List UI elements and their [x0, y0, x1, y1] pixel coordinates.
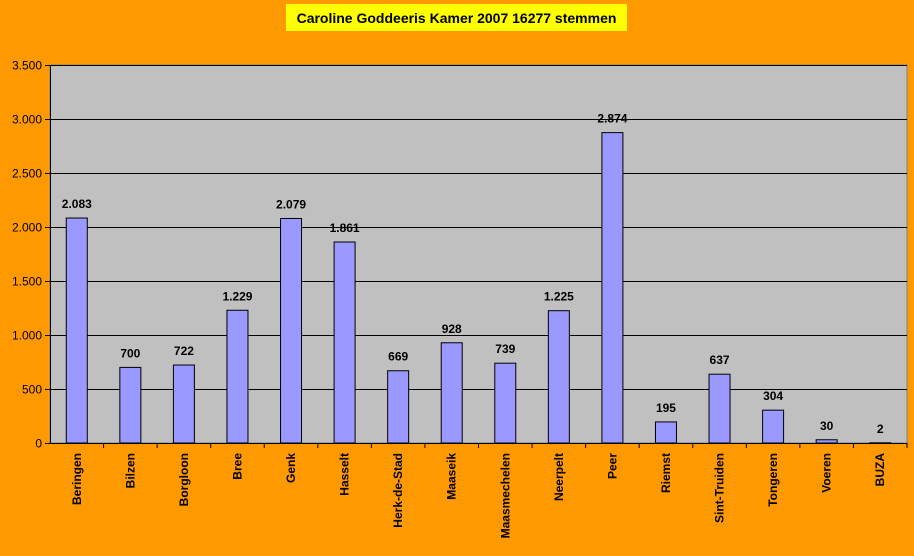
x-tick-label: Tongeren — [766, 453, 780, 507]
bar — [815, 439, 838, 444]
data-label: 928 — [442, 322, 462, 336]
x-tick-label: Herk-de-Stad — [391, 453, 405, 528]
data-label: 2 — [877, 422, 884, 436]
data-label: 637 — [710, 353, 730, 367]
data-label: 2.083 — [62, 197, 92, 211]
bar — [762, 409, 785, 444]
data-label: 304 — [763, 389, 783, 403]
y-tick-label: 500 — [22, 383, 42, 397]
x-tick-label: Bilzen — [123, 453, 137, 488]
x-tick-label: Voeren — [820, 453, 834, 493]
bar — [172, 364, 195, 444]
y-axis-ticks: 0 500 1.000 1.500 2.000 2.500 3.000 3.500 — [12, 59, 50, 451]
data-label: 2.874 — [597, 112, 627, 126]
bar — [494, 362, 517, 444]
data-label: 700 — [120, 346, 140, 360]
x-tick-label: Maaseik — [445, 453, 459, 500]
data-label: 739 — [495, 342, 515, 356]
bar — [708, 373, 731, 444]
data-label: 722 — [174, 344, 194, 358]
y-tick-label: 2.500 — [12, 167, 42, 181]
x-tick-label: Maasmechelen — [498, 453, 512, 538]
data-label: 2.079 — [276, 197, 306, 211]
bar — [601, 132, 624, 444]
x-tick-label: Borgloon — [177, 453, 191, 506]
x-tick-label: Bree — [230, 453, 244, 480]
y-tick-label: 0 — [35, 437, 42, 451]
x-tick-label: Riemst — [659, 453, 673, 493]
data-label: 1.225 — [544, 290, 574, 304]
bar — [654, 421, 677, 444]
x-tick-label: Sint-Truiden — [713, 453, 727, 523]
data-label: 669 — [388, 350, 408, 364]
x-tick-label: Neerpelt — [552, 453, 566, 501]
data-label: 195 — [656, 401, 676, 415]
y-tick-label: 1.500 — [12, 275, 42, 289]
y-tick-label: 3.500 — [12, 59, 42, 73]
x-tick-label: Peer — [605, 453, 619, 479]
bar — [547, 310, 570, 444]
x-tick-label: BUZA — [873, 453, 887, 487]
x-tick-label: Beringen — [70, 453, 84, 505]
bar — [280, 217, 303, 444]
y-tick-label: 2.000 — [12, 221, 42, 235]
data-labels: 2.083 700 722 1.229 2.079 1.861 669 928 739 1.225… — [62, 112, 884, 436]
gridlines — [50, 65, 907, 390]
bar — [333, 241, 356, 444]
data-label: 1.229 — [222, 289, 252, 303]
x-tick-label: Genk — [284, 453, 298, 483]
bar — [226, 309, 249, 444]
chart-title: Caroline Goddeeris Kamer 2007 16277 stem… — [286, 4, 627, 31]
bar — [119, 366, 142, 444]
x-axis-labels: Beringen Bilzen Borgloon Bree Genk Hasselt Her… — [70, 443, 908, 538]
bar — [440, 342, 463, 444]
y-tick-label: 1.000 — [12, 329, 42, 343]
bar — [387, 370, 410, 444]
x-tick-label: Hasselt — [338, 453, 352, 496]
y-tick-label: 3.000 — [12, 113, 42, 127]
data-label: 1.861 — [330, 221, 360, 235]
data-label: 30 — [820, 419, 834, 433]
bar — [65, 217, 88, 444]
